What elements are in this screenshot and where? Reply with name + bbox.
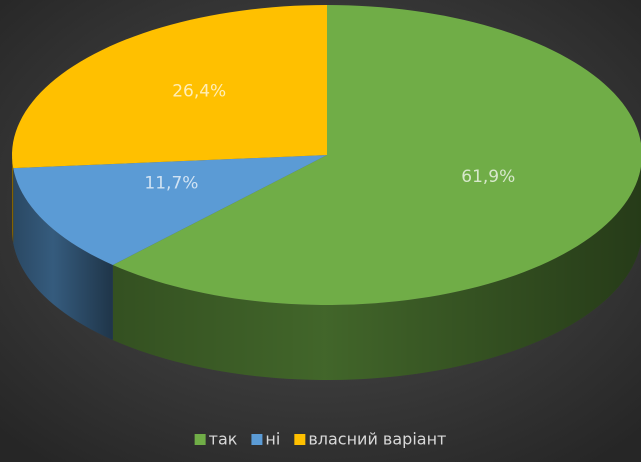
legend-swatch	[251, 434, 263, 445]
legend-swatch	[294, 434, 306, 445]
slice-side-shade	[112, 166, 641, 380]
legend-label: власний варіант	[308, 430, 446, 449]
legend-swatch	[194, 434, 206, 445]
slice-side-shade	[13, 168, 113, 340]
slice	[112, 5, 641, 305]
legend-label: так	[209, 430, 238, 449]
data-label: 11,7%	[144, 173, 198, 193]
legend-label: ні	[265, 430, 280, 449]
data-label: 61,9%	[461, 167, 515, 187]
slice-side-shade	[12, 155, 14, 244]
slice	[12, 5, 328, 169]
slice	[13, 155, 327, 265]
data-label: 26,4%	[172, 81, 226, 101]
